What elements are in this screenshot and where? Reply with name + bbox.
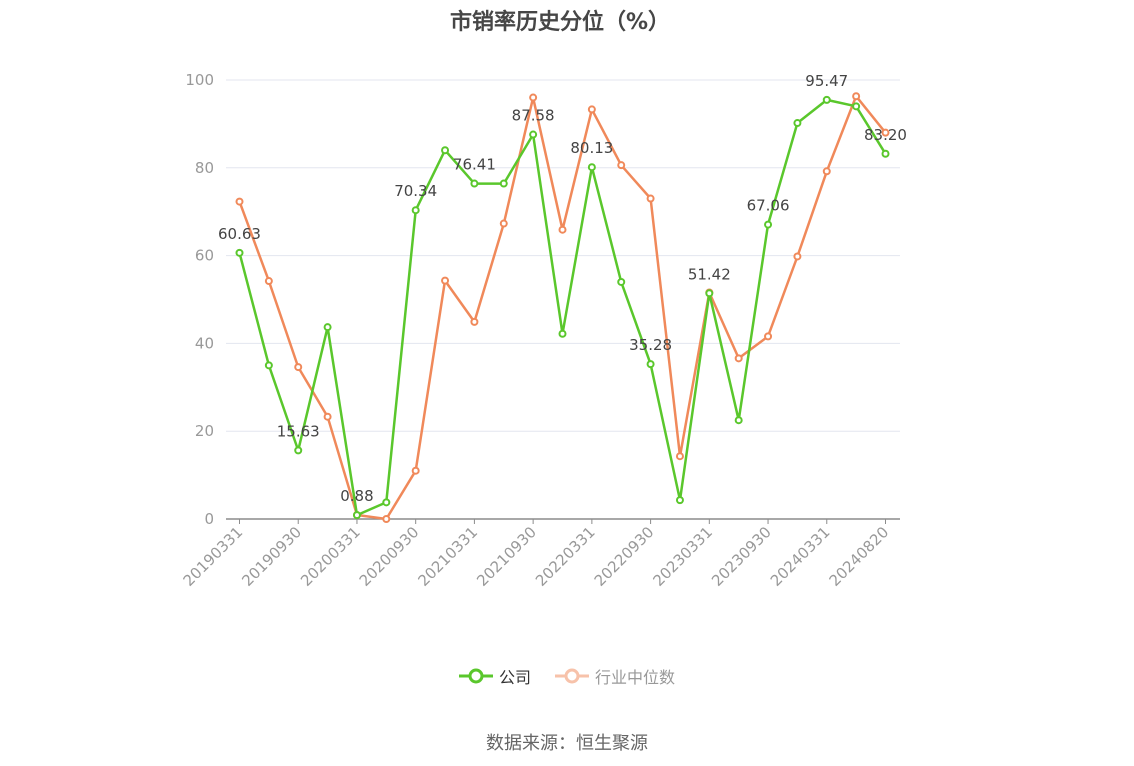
data-point-industry bbox=[587, 105, 596, 114]
data-point-industry bbox=[470, 317, 479, 326]
data-point-industry bbox=[646, 194, 655, 203]
data-point-industry bbox=[264, 277, 273, 286]
data-point-company bbox=[411, 206, 420, 215]
data-point-industry bbox=[617, 161, 626, 170]
data-point-company bbox=[822, 95, 831, 104]
y-tick-label: 100 bbox=[185, 71, 214, 89]
series-line-industry bbox=[238, 94, 887, 521]
data-point-company bbox=[294, 446, 303, 455]
data-point-industry bbox=[852, 92, 861, 101]
legend-marker-industry bbox=[555, 668, 589, 684]
legend-label-industry: 行业中位数 bbox=[595, 668, 676, 687]
legend-marker-company bbox=[458, 668, 493, 684]
data-point-industry bbox=[529, 93, 538, 102]
data-point-industry bbox=[382, 515, 391, 523]
data-label: 60.63 bbox=[218, 225, 261, 243]
x-tick-label: 20220331 bbox=[532, 523, 599, 590]
data-point-company bbox=[734, 416, 743, 425]
y-tick-label: 0 bbox=[204, 510, 214, 528]
data-label: 95.47 bbox=[805, 72, 848, 90]
data-label: 15.63 bbox=[277, 422, 320, 440]
x-tick-label: 20220930 bbox=[591, 523, 658, 590]
data-point-company bbox=[587, 163, 596, 172]
data-point-company bbox=[323, 323, 332, 332]
x-tick-label: 20190331 bbox=[180, 523, 247, 590]
data-point-company bbox=[352, 511, 361, 520]
data-point-industry bbox=[441, 276, 450, 285]
data-label: 35.28 bbox=[629, 336, 672, 354]
data-label: 0.88 bbox=[340, 487, 373, 505]
data-point-industry bbox=[323, 412, 332, 421]
data-point-industry bbox=[675, 452, 684, 461]
data-point-company bbox=[852, 102, 861, 111]
y-tick-label: 20 bbox=[195, 422, 214, 440]
data-point-industry bbox=[793, 252, 802, 261]
x-tick-label: 20230331 bbox=[649, 523, 716, 590]
chart-title: 市销率历史分位（%） bbox=[449, 10, 671, 35]
x-tick-label: 20200331 bbox=[297, 523, 364, 590]
legend-label-company: 公司 bbox=[498, 668, 531, 687]
data-point-industry bbox=[881, 128, 890, 137]
data-point-company bbox=[558, 329, 567, 338]
data-label: 67.06 bbox=[747, 197, 790, 215]
data-label: 51.42 bbox=[688, 265, 731, 283]
data-point-company bbox=[617, 277, 626, 286]
x-tick-label: 20200930 bbox=[356, 523, 423, 590]
data-label: 76.41 bbox=[453, 156, 496, 174]
data-point-industry bbox=[558, 225, 567, 234]
x-tick-label: 20240820 bbox=[826, 523, 893, 590]
y-tick-label: 60 bbox=[195, 247, 214, 265]
data-point-company bbox=[646, 360, 655, 369]
y-tick-label: 80 bbox=[195, 159, 214, 177]
data-point-industry bbox=[822, 167, 831, 176]
data-point-industry bbox=[499, 219, 508, 228]
data-label: 83.20 bbox=[864, 126, 907, 144]
data-point-company bbox=[499, 179, 508, 188]
x-tick-label: 20210331 bbox=[415, 523, 482, 590]
data-point-company bbox=[764, 220, 773, 229]
data-point-industry bbox=[235, 197, 244, 206]
data-point-company bbox=[793, 119, 802, 128]
data-point-industry bbox=[294, 363, 303, 372]
data-point-company bbox=[675, 496, 684, 505]
x-tick-label: 20240331 bbox=[767, 523, 834, 590]
data-point-company bbox=[235, 248, 244, 257]
data-point-company bbox=[441, 146, 450, 155]
x-tick-label: 20210930 bbox=[473, 523, 540, 590]
data-point-industry bbox=[734, 354, 743, 363]
data-label: 70.34 bbox=[394, 182, 437, 200]
data-label: 80.13 bbox=[570, 139, 613, 157]
y-tick-label: 40 bbox=[195, 334, 214, 352]
x-tick-label: 20190930 bbox=[238, 523, 305, 590]
data-point-company bbox=[470, 179, 479, 188]
data-point-company bbox=[705, 289, 714, 298]
legend-item-industry[interactable]: 行业中位数 bbox=[555, 664, 675, 688]
x-tick-label: 20230930 bbox=[708, 523, 775, 590]
data-point-company bbox=[382, 498, 391, 507]
data-label: 87.58 bbox=[512, 107, 555, 125]
series-line-company bbox=[238, 98, 887, 517]
legend-item-company[interactable]: 公司 bbox=[458, 664, 531, 688]
data-point-company bbox=[881, 149, 890, 158]
data-point-company bbox=[529, 130, 538, 139]
source-note: 数据来源：恒生聚源 bbox=[486, 733, 648, 754]
data-point-industry bbox=[764, 332, 773, 341]
data-point-company bbox=[264, 361, 273, 370]
legend: 公司 行业中位数 bbox=[0, 664, 1134, 688]
data-point-industry bbox=[411, 466, 420, 475]
